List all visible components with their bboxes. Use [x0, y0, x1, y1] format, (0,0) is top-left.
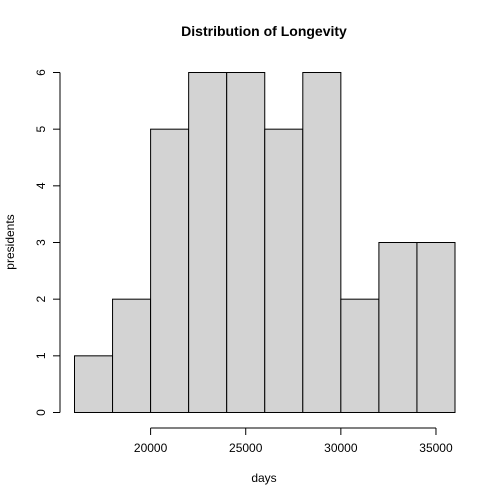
histogram-bar [264, 128, 304, 414]
histogram-bar [416, 242, 456, 413]
y-tick-label: 0 [34, 409, 48, 416]
chart-title: Distribution of Longevity [181, 23, 347, 39]
histogram-bar [74, 355, 114, 414]
histogram-bar [302, 72, 342, 413]
x-tick-label: 20000 [134, 441, 168, 455]
x-axis-label: days [251, 471, 276, 485]
x-tick-label: 35000 [419, 441, 453, 455]
histogram-bar [112, 298, 152, 413]
histogram-bar [226, 72, 266, 413]
y-tick-label: 5 [34, 126, 48, 133]
histogram-bar [378, 242, 418, 413]
y-axis: 0 1 2 3 4 5 6 [34, 69, 61, 416]
x-tick-label: 30000 [324, 441, 358, 455]
histogram-bar [340, 298, 380, 413]
y-axis-label: presidents [3, 214, 17, 269]
y-tick-label: 3 [34, 239, 48, 246]
histogram-bar [150, 128, 190, 414]
y-tick-label: 2 [34, 296, 48, 303]
y-tick-label: 1 [34, 352, 48, 359]
x-tick-label: 25000 [229, 441, 263, 455]
y-tick-label: 4 [34, 182, 48, 189]
y-tick-label: 6 [34, 69, 48, 76]
histogram-bar [188, 72, 228, 413]
x-axis: 20000 25000 30000 35000 [134, 427, 453, 455]
bars-group [74, 72, 456, 414]
